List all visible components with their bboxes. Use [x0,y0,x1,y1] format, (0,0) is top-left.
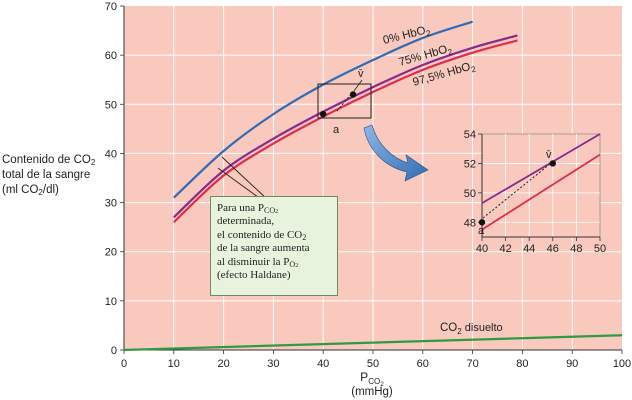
point-v-pointer [353,79,363,92]
main-x-tick-label: 20 [217,358,229,370]
inset-plot-area [481,133,601,238]
main-y-tick-label: 20 [105,247,117,259]
y-axis-label: Contenido de CO2 total de la sangre (ml … [2,153,120,198]
annotation-line5: al disminuir la PO2 [217,255,299,269]
main-series [123,20,623,352]
y-axis-label-line2: total de la sangre [2,169,91,181]
main-x-tick-label: 60 [417,358,429,370]
y-axis-label-line3: (ml CO2/dl) [2,184,59,197]
inset-x-tick-label: 48 [570,243,582,255]
annotation-line6: (efecto Haldane) [217,269,291,282]
inset-series-line-1 [481,153,601,231]
point-a-label: a [333,124,340,136]
main-x-tick-label: 90 [566,358,578,370]
main-point-1 [349,91,357,98]
inset-point-v-label: v̄ [546,149,552,161]
main-y-tick-label: 30 [105,198,117,210]
inset-x-tick-label: 40 [476,243,488,255]
main-series-line-2 [173,39,518,224]
main-series-line-3 [123,334,623,352]
zoom-arrow-icon [363,124,429,182]
inset-point-0 [478,219,486,226]
main-x-tick-label: 0 [121,358,127,370]
inset-y-tick-label: 54 [464,129,476,141]
inset-x-tick-label: 42 [499,243,511,255]
main-y-tick-label: 0 [111,345,117,357]
annotation-box: Para una PCO2 determinada, el contenido … [210,196,338,296]
main-x-tick-label: 10 [168,358,180,370]
inset-x-tick-label: 46 [547,243,559,255]
x-axis-label: PCO2 [360,370,384,388]
main-x-tick-label: 100 [613,358,631,370]
main-y-tick-label: 40 [105,148,117,160]
inset-y-tick-label: 50 [464,188,476,200]
main-point-0 [320,110,327,118]
point-v-label: v̄ [358,68,364,80]
main-y-tick-label: 60 [105,50,117,62]
y-axis-label-line1: Contenido de CO2 [2,154,96,167]
main-x-tick-label: 80 [516,358,528,370]
inset-x-tick-label: 50 [594,243,606,255]
main-x-tick-label: 30 [267,358,279,370]
inset-point-1 [549,160,556,167]
inset-y-tick-label: 48 [464,217,476,229]
inset-series [478,133,601,231]
leader-line-75 [221,156,269,201]
annotation-line3: el contenido de CO2 [217,228,307,242]
main-series-line-1 [173,34,518,219]
inset-series-line-0 [481,133,601,204]
main-x-tick-label: 40 [317,358,329,370]
main-axis-ticks: 0 10 20 30 40 50 60 70 80 90 100 0 10 20 30 40 50 60 70 [105,1,631,370]
main-series-line-0 [173,20,473,199]
main-x-tick-label: 50 [367,358,379,370]
main-x-tick-label: 70 [466,358,478,370]
inset-y-tick-label: 52 [464,158,476,170]
inset-point-a-label: a [478,225,485,237]
main-gridlines [124,6,622,350]
label-dissolved: CO2 disuelto [440,322,503,336]
x-axis-units: (mmHg) [351,386,393,398]
annotation-line2: determinada, [217,215,275,228]
inset-axis-ticks: 40 42 44 46 48 50 48 50 52 54 [464,129,606,255]
zoom-region [317,83,372,119]
inset-x-tick-label: 44 [523,243,535,255]
annotation-line4: de la sangre aumenta [217,242,310,255]
main-y-tick-label: 10 [105,296,117,308]
annotation-line1: Para una PCO2 [217,202,279,215]
leader-line-97 [217,167,263,201]
main-y-tick-label: 70 [105,1,117,13]
main-y-tick-label: 50 [105,99,117,111]
